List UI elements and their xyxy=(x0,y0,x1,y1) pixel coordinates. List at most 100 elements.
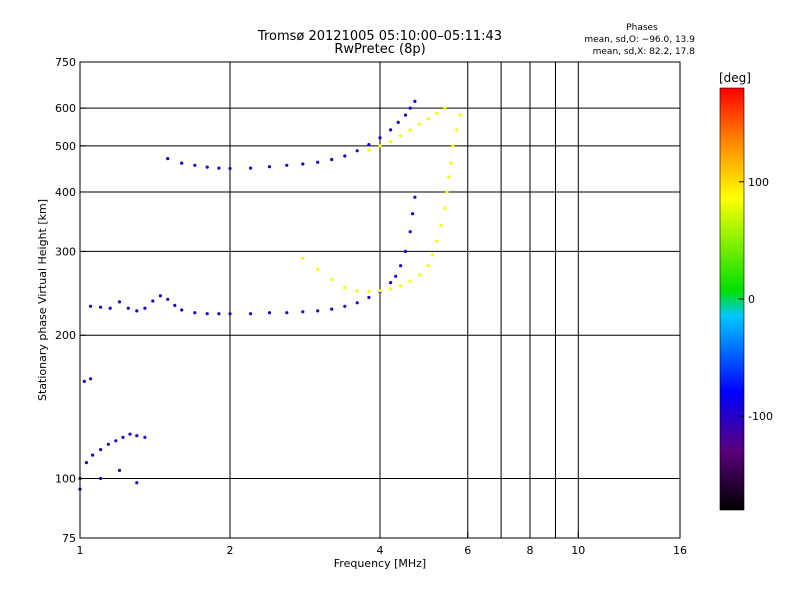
y-tick-label: 200 xyxy=(55,329,76,342)
echo-point xyxy=(267,311,272,315)
echo-point xyxy=(228,166,232,171)
echo-point xyxy=(417,122,422,126)
echo-point xyxy=(343,304,347,308)
echo-point xyxy=(449,161,453,165)
echo-point xyxy=(394,274,398,278)
echo-point xyxy=(135,481,139,485)
colorbar-tick-label: 0 xyxy=(748,293,755,306)
echo-point xyxy=(443,106,447,110)
y-tick-label: 750 xyxy=(55,56,76,69)
echo-point xyxy=(143,306,147,310)
echo-point xyxy=(285,163,289,167)
x-tick-label: 16 xyxy=(673,544,687,557)
echo-point xyxy=(108,306,112,310)
echo-point xyxy=(399,134,403,138)
echo-point xyxy=(166,297,170,301)
echo-point xyxy=(451,144,455,148)
echo-point xyxy=(91,453,95,457)
echo-point xyxy=(117,300,122,304)
x-axis: 1 2 4 6 8 10 16 xyxy=(77,532,687,557)
x-tick-label: 1 xyxy=(77,544,84,557)
echo-point xyxy=(458,113,462,117)
x-tick-label: 2 xyxy=(227,544,234,557)
echo-point xyxy=(408,106,412,110)
echo-point xyxy=(399,264,403,268)
y-tick-label: 500 xyxy=(55,140,76,153)
echo-point xyxy=(355,301,359,305)
echo-point xyxy=(180,161,184,165)
echo-point xyxy=(445,190,449,194)
echo-point xyxy=(301,310,305,314)
echo-point xyxy=(396,120,400,124)
echo-point xyxy=(166,157,170,161)
echo-point xyxy=(180,308,184,312)
echo-point xyxy=(367,148,371,152)
x-tick-label: 10 xyxy=(571,544,585,557)
echo-point xyxy=(193,311,197,315)
grid xyxy=(80,62,680,538)
echo-point xyxy=(389,287,393,291)
echo-point xyxy=(426,117,430,121)
echo-point xyxy=(403,113,408,117)
x-tick-label: 8 xyxy=(527,544,534,557)
y-tick-label: 600 xyxy=(55,102,76,115)
echo-point xyxy=(443,206,447,210)
echo-point xyxy=(193,163,197,167)
echo-point xyxy=(455,128,459,132)
echo-point xyxy=(121,435,125,439)
echo-point xyxy=(411,212,415,216)
y-tick-label: 300 xyxy=(55,245,76,258)
echo-point xyxy=(285,311,289,315)
echo-point xyxy=(435,111,439,115)
echo-point xyxy=(267,165,272,169)
echo-point xyxy=(89,377,93,381)
echo-point xyxy=(330,157,334,162)
echo-point xyxy=(413,99,417,103)
echo-point xyxy=(355,149,359,153)
echo-point xyxy=(99,476,103,481)
echo-point xyxy=(378,136,382,140)
x-tick-label: 4 xyxy=(377,544,384,557)
echo-point xyxy=(389,281,393,285)
chart-subtitle: RwPretec (8p) xyxy=(334,42,425,57)
echo-point xyxy=(330,277,334,281)
echo-point xyxy=(84,461,88,465)
echo-point xyxy=(301,256,305,260)
stats-o-line: mean, sd,O: −96.0, 13.9 xyxy=(584,35,695,45)
echo-point xyxy=(143,435,147,439)
echo-point xyxy=(389,140,393,144)
colorbar-tick-label: -100 xyxy=(748,410,773,423)
echo-point xyxy=(249,312,253,316)
echo-point xyxy=(447,175,451,179)
echo-point xyxy=(316,160,320,164)
echo-point xyxy=(158,294,162,298)
echo-point xyxy=(355,289,359,293)
echo-point xyxy=(99,305,103,309)
echo-point xyxy=(408,128,412,132)
echo-point xyxy=(343,154,347,158)
echo-point xyxy=(128,432,132,436)
echo-point xyxy=(114,439,118,443)
echo-point xyxy=(343,285,347,290)
echo-point xyxy=(205,312,209,316)
echo-point xyxy=(431,253,435,257)
echo-point xyxy=(301,162,305,166)
echo-point xyxy=(135,309,139,313)
y-axis: 75 100 200 300 400 500 600 750 xyxy=(55,56,86,545)
echo-point xyxy=(151,299,155,303)
echo-point xyxy=(378,289,382,293)
echo-point xyxy=(205,165,209,169)
echo-point xyxy=(408,230,412,234)
echo-point xyxy=(173,303,177,307)
chart-title: Tromsø 20121005 05:10:00–05:11:43 xyxy=(257,29,502,44)
echo-point xyxy=(399,284,403,288)
y-axis-label: Stationary phase Virtual Height [km] xyxy=(36,199,49,401)
colorbar-tick-label: 100 xyxy=(748,176,769,189)
echo-point xyxy=(117,468,122,472)
echo-point xyxy=(99,448,103,452)
echo-point xyxy=(413,195,417,199)
echo-point xyxy=(316,267,320,271)
echo-point xyxy=(82,379,86,383)
echo-point xyxy=(426,264,430,268)
